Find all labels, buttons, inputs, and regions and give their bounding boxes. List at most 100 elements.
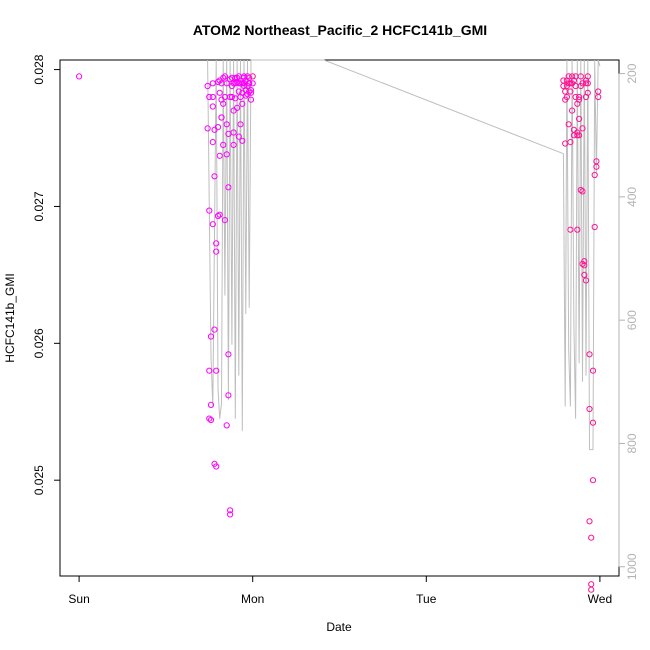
data-point <box>588 534 595 541</box>
data-point <box>220 141 227 148</box>
x-tick-label: Wed <box>588 592 612 606</box>
data-point <box>213 463 220 470</box>
data-point <box>206 93 213 101</box>
data-point <box>220 74 227 81</box>
data-point <box>249 73 256 80</box>
y2-axis: 200 400 600 800 1000 <box>618 63 639 580</box>
data-point <box>581 258 588 265</box>
data-point <box>209 103 216 110</box>
data-point <box>247 87 255 94</box>
data-point <box>223 151 230 158</box>
data-point <box>586 405 593 413</box>
data-point <box>223 80 230 87</box>
data-point <box>237 121 244 128</box>
data-point <box>582 277 590 284</box>
y2-tick-label: 600 <box>625 310 639 330</box>
data-point <box>595 93 602 101</box>
data-point <box>581 262 588 269</box>
data-point <box>209 221 216 228</box>
data-point <box>560 82 567 90</box>
data-point <box>206 415 213 422</box>
data-point <box>239 137 246 144</box>
data-point <box>223 422 230 429</box>
data-point <box>579 188 586 195</box>
data-point <box>563 93 571 101</box>
data-point <box>218 114 225 121</box>
data-point <box>221 217 228 224</box>
data-point <box>576 93 583 101</box>
data-point <box>214 78 222 86</box>
data-point <box>221 73 228 80</box>
data-point <box>595 88 602 95</box>
data-point <box>577 73 584 80</box>
data-point <box>576 96 583 103</box>
data-point <box>246 80 253 87</box>
data-point <box>235 133 242 140</box>
data-point <box>586 518 593 525</box>
data-point <box>228 93 235 101</box>
y-axis: 0.025 0.026 0.027 0.028 <box>32 54 61 495</box>
data-point <box>576 115 583 123</box>
data-point <box>584 89 591 96</box>
data-point <box>576 132 583 139</box>
y-axis-label: HCFC141b_GMI <box>3 273 17 362</box>
data-point <box>213 240 220 247</box>
data-point <box>211 173 218 180</box>
data-point <box>589 367 597 374</box>
data-point <box>569 107 576 114</box>
data-point <box>214 212 222 220</box>
data-point <box>225 392 232 399</box>
y2-tick-label: 1000 <box>625 553 639 580</box>
data-point <box>584 73 591 80</box>
data-point <box>574 226 581 233</box>
data-point <box>242 92 249 99</box>
data-point <box>225 351 232 358</box>
data-point <box>216 152 223 159</box>
data-point <box>593 163 600 170</box>
altitude-line-layer <box>207 59 601 451</box>
data-point <box>234 104 241 112</box>
data-points-layer <box>76 73 602 593</box>
x-tick-label: Sun <box>68 592 89 606</box>
data-point <box>235 88 242 95</box>
data-point <box>230 129 237 136</box>
data-point <box>227 511 234 518</box>
data-point <box>589 419 597 426</box>
y-tick-label: 0.028 <box>32 54 46 84</box>
y2-tick-label: 200 <box>625 63 639 83</box>
x-axis-label: Date <box>326 620 352 634</box>
data-point <box>227 507 234 514</box>
data-point <box>223 121 230 128</box>
y2-tick-label: 400 <box>625 187 639 207</box>
chart-title: ATOM2 Northeast_Pacific_2 HCFC141b_GMI <box>193 22 487 38</box>
data-point <box>574 132 581 139</box>
data-point <box>565 80 572 87</box>
data-point <box>239 100 246 107</box>
data-point <box>565 121 572 128</box>
plot-frame <box>59 59 620 577</box>
data-point <box>247 89 255 96</box>
y-tick-label: 0.025 <box>32 465 46 495</box>
y2-tick-label: 800 <box>625 433 639 453</box>
data-point <box>230 141 237 148</box>
data-point <box>565 73 572 80</box>
data-point <box>249 80 256 87</box>
data-point <box>207 416 215 424</box>
data-point <box>577 186 584 194</box>
data-point <box>204 82 211 90</box>
data-point <box>220 100 227 107</box>
data-point <box>567 226 574 233</box>
data-point <box>209 80 216 87</box>
data-point <box>582 80 590 87</box>
y-tick-label: 0.027 <box>32 191 46 221</box>
data-point <box>207 401 215 408</box>
data-point <box>76 73 83 80</box>
data-point <box>216 89 223 96</box>
data-point <box>591 223 598 231</box>
y-tick-label: 0.026 <box>32 328 46 358</box>
data-point <box>591 171 598 179</box>
data-point <box>584 80 591 87</box>
data-point <box>206 367 213 374</box>
data-point <box>586 351 593 358</box>
